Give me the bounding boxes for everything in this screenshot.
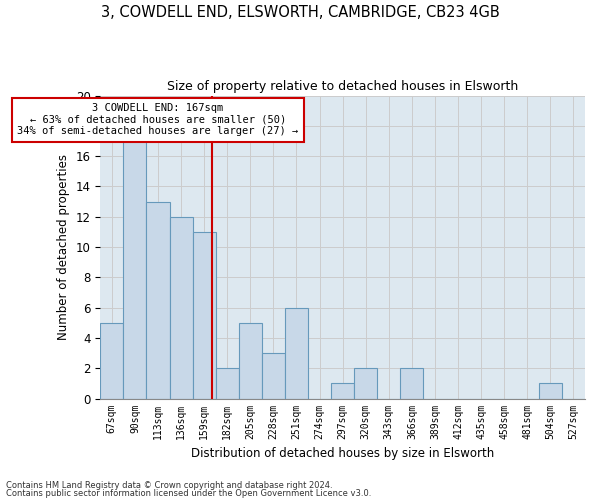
Bar — [331, 384, 354, 398]
Bar — [146, 202, 170, 398]
Text: 3 COWDELL END: 167sqm
← 63% of detached houses are smaller (50)
34% of semi-deta: 3 COWDELL END: 167sqm ← 63% of detached … — [17, 103, 299, 136]
Bar — [239, 323, 262, 398]
Bar — [124, 141, 146, 399]
Bar — [100, 323, 124, 398]
Bar — [354, 368, 377, 398]
Title: Size of property relative to detached houses in Elsworth: Size of property relative to detached ho… — [167, 80, 518, 93]
X-axis label: Distribution of detached houses by size in Elsworth: Distribution of detached houses by size … — [191, 447, 494, 460]
Text: 3, COWDELL END, ELSWORTH, CAMBRIDGE, CB23 4GB: 3, COWDELL END, ELSWORTH, CAMBRIDGE, CB2… — [101, 5, 499, 20]
Bar — [400, 368, 424, 398]
Y-axis label: Number of detached properties: Number of detached properties — [57, 154, 70, 340]
Text: Contains public sector information licensed under the Open Government Licence v3: Contains public sector information licen… — [6, 488, 371, 498]
Bar — [262, 353, 285, 399]
Text: Contains HM Land Registry data © Crown copyright and database right 2024.: Contains HM Land Registry data © Crown c… — [6, 481, 332, 490]
Bar — [539, 384, 562, 398]
Bar — [215, 368, 239, 398]
Bar — [285, 308, 308, 398]
Bar — [193, 232, 215, 398]
Bar — [170, 217, 193, 398]
